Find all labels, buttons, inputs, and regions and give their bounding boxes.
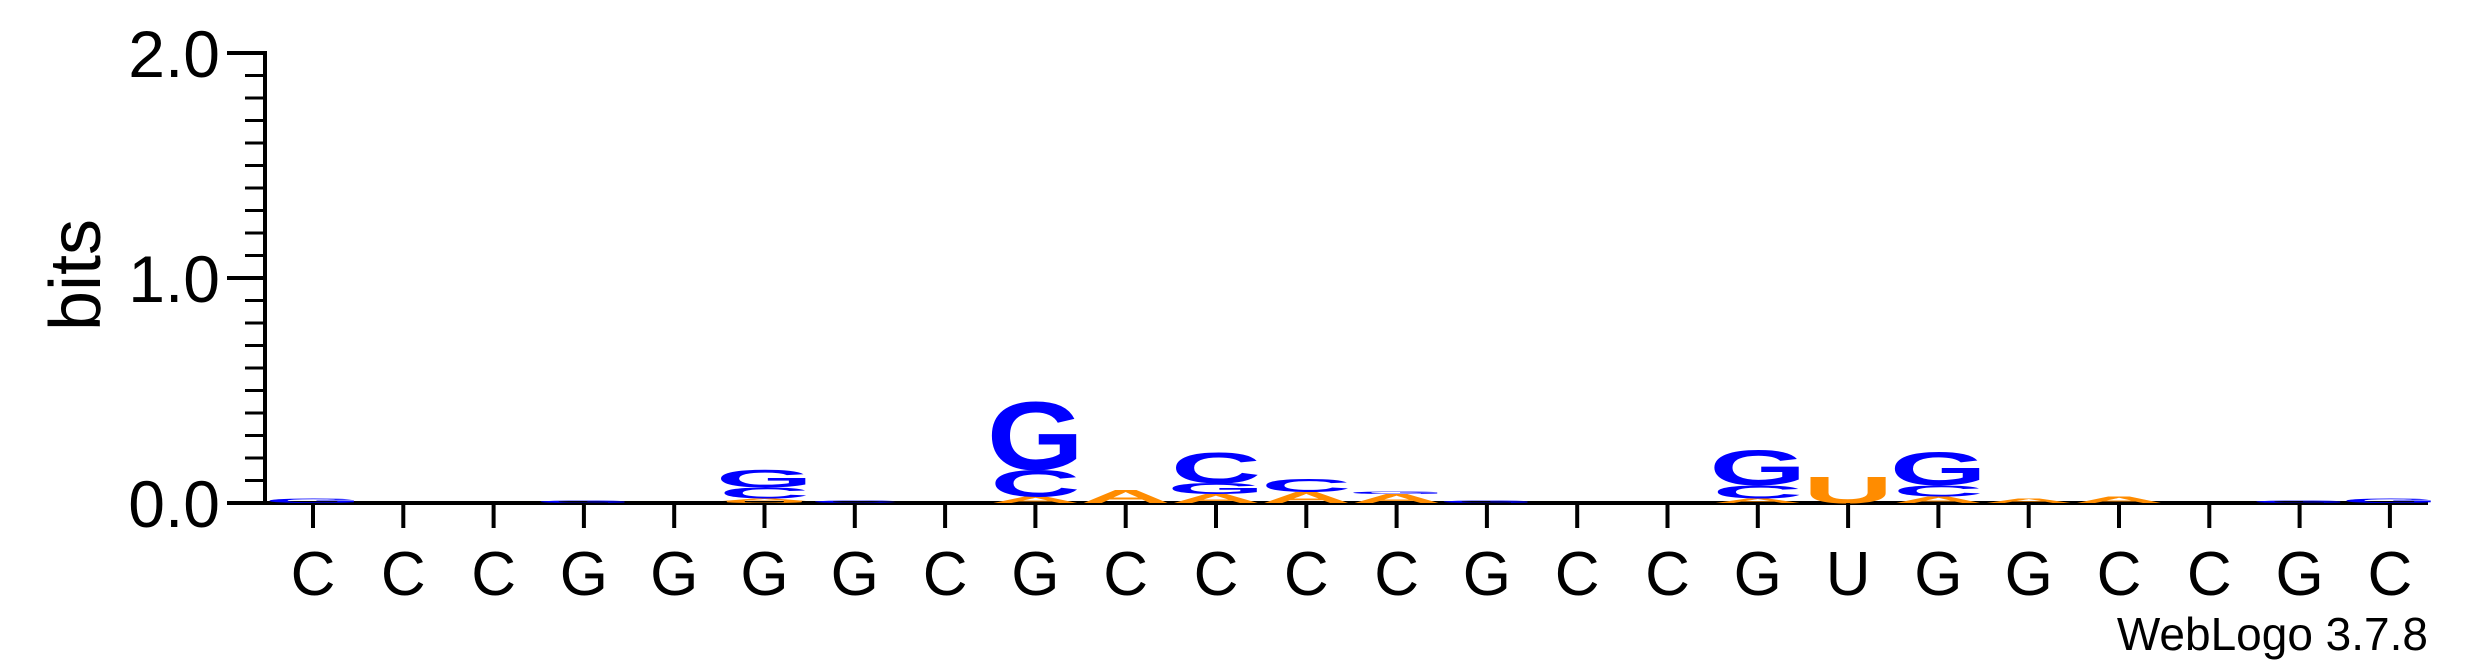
logo-letter-c: C (1261, 475, 1351, 496)
x-tick-label: C (923, 540, 968, 609)
x-tick-label: C (2097, 540, 2142, 609)
x-tick-label: G (1734, 540, 1782, 609)
x-tick-label: C (1555, 540, 1600, 609)
x-tick-label: C (1374, 540, 1419, 609)
logo-letter-c: C (1171, 443, 1261, 492)
logo-letter-a: A (2074, 494, 2164, 505)
logo-letter-c: C (810, 500, 900, 504)
logo-letter-g: G (2251, 500, 2348, 504)
x-tick-label: C (381, 540, 426, 609)
logo-letter-a: A (1713, 497, 1803, 504)
logo-letter-g: G (1348, 491, 1445, 495)
logo-letter-c: C (1893, 482, 1983, 500)
x-tick-label: C (471, 540, 516, 609)
logo-letter-g: G (1438, 500, 1535, 504)
x-tick-label: G (560, 540, 608, 609)
x-tick-label: C (1103, 540, 1148, 609)
logo-letter-g: G (1709, 440, 1806, 496)
x-tick-label: C (1645, 540, 1690, 609)
logo-letter-c: C (1713, 481, 1803, 502)
logo-letter-u: U (719, 500, 809, 504)
x-tick-label: C (2368, 540, 2413, 609)
logo-letter-g: G (1167, 480, 1264, 498)
x-tick-label: G (650, 540, 698, 609)
logo-letter-a: A (1081, 486, 1171, 507)
logo-letter-g: G (535, 500, 632, 504)
logo-letter-a: A (1984, 497, 2074, 504)
logo-letter-a: A (990, 494, 1080, 505)
x-tick-label: G (1011, 540, 1059, 609)
x-tick-label: G (2005, 540, 2053, 609)
logo-letter-g: G (2341, 497, 2438, 504)
logo-letter-c: C (990, 462, 1080, 504)
x-tick-label: G (740, 540, 788, 609)
y-tick-label: 1.0 (128, 242, 220, 316)
logo-letter-g: G (1890, 443, 1987, 496)
logo-letter-g: G (987, 381, 1084, 490)
x-tick-label: G (2275, 540, 2323, 609)
y-tick-label: 2.0 (128, 17, 220, 91)
x-tick-label: C (2187, 540, 2232, 609)
y-tick-label: 0.0 (128, 467, 220, 541)
x-tick-label: C (1194, 540, 1239, 609)
x-tick-label: C (1284, 540, 1329, 609)
logo-letter-a: A (1171, 492, 1261, 506)
logo-letter-a: A (1893, 494, 1983, 505)
logo-letter-a: A (1261, 489, 1351, 507)
x-tick-label: G (1463, 540, 1511, 609)
x-tick-label: G (831, 540, 879, 609)
axes: 0.0 1.0 2.0 (128, 17, 2428, 541)
x-tick-label: U (1826, 540, 1871, 609)
x-tick-label: G (1914, 540, 1962, 609)
logo-letter-g: G (716, 465, 813, 493)
x-tick-label: C (291, 540, 336, 609)
logo-letter-a: A (1351, 492, 1441, 506)
weblogo-credit: WebLogo 3.7.8 (2117, 608, 2428, 660)
logo-letter-g: G (264, 497, 361, 504)
logo-letter-c: C (719, 484, 809, 502)
y-axis-label: bits (36, 219, 116, 331)
logo-letter-a: A (719, 498, 809, 502)
